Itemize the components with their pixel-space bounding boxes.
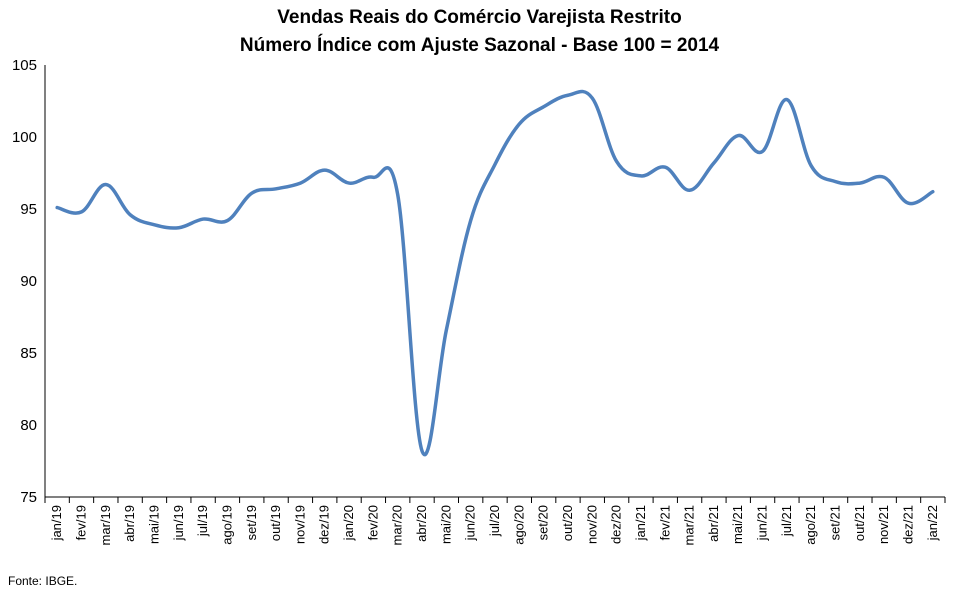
data-point [834, 180, 838, 184]
x-tick-label: jul/19 [195, 505, 210, 537]
x-tick-label: abr/19 [122, 505, 137, 542]
x-tick-label: fev/20 [365, 505, 380, 540]
x-tick-label: set/20 [536, 505, 551, 540]
data-point [858, 181, 862, 185]
data-point [785, 98, 789, 102]
x-tick-label: dez/21 [900, 505, 915, 544]
x-tick-label: jul/20 [487, 505, 502, 537]
x-tick-label: mai/20 [438, 505, 453, 544]
y-tick-label: 90 [20, 273, 37, 290]
data-point [517, 122, 521, 126]
data-point [201, 217, 205, 221]
data-point [882, 175, 886, 179]
x-tick-label: dez/19 [317, 505, 332, 544]
data-point [420, 449, 424, 453]
data-point [225, 219, 229, 223]
x-tick-label: abr/20 [414, 505, 429, 542]
data-point [104, 183, 108, 187]
x-tick-label: jul/21 [779, 505, 794, 537]
data-point [177, 226, 181, 230]
x-tick-label: jan/21 [633, 505, 648, 541]
x-tick-label: nov/19 [292, 505, 307, 544]
source-note: Fonte: IBGE. [8, 574, 78, 588]
data-point [469, 219, 473, 223]
data-point [615, 159, 619, 163]
data-point [444, 328, 448, 332]
y-tick-label: 100 [12, 129, 37, 146]
data-point [493, 162, 497, 166]
data-point [323, 168, 327, 172]
x-tick-label: jan/19 [49, 505, 64, 541]
x-tick-label: set/19 [244, 505, 259, 540]
data-point [542, 105, 546, 109]
x-tick-label: mar/21 [682, 505, 697, 545]
data-point [663, 165, 667, 169]
x-tick-label: fev/19 [74, 505, 89, 540]
data-point [688, 188, 692, 192]
data-point [152, 223, 156, 227]
x-tick-label: abr/21 [706, 505, 721, 542]
data-point [347, 181, 351, 185]
y-tick-label: 95 [20, 201, 37, 218]
x-tick-label: out/20 [560, 505, 575, 541]
data-point [274, 187, 278, 191]
x-tick-label: set/21 [828, 505, 843, 540]
y-tick-label: 105 [12, 57, 37, 74]
y-tick-label: 80 [20, 417, 37, 434]
chart-subtitle: Número Índice com Ajuste Sazonal - Base … [239, 35, 720, 56]
x-tick-label: ago/19 [219, 505, 234, 545]
x-tick-label: mai/21 [730, 505, 745, 544]
data-point [250, 191, 254, 195]
x-tick-label: jun/21 [755, 505, 770, 541]
series [55, 89, 935, 456]
y-axis: 75 80 85 90 95 100 105 [12, 57, 46, 506]
data-point [298, 181, 302, 185]
data-point [906, 201, 910, 205]
data-point [128, 213, 132, 217]
data-point [371, 175, 375, 179]
x-tick-label: out/21 [852, 505, 867, 541]
data-point [736, 134, 740, 138]
x-tick-label: jan/22 [925, 505, 940, 541]
data-point [55, 206, 59, 210]
data-point [566, 93, 570, 97]
series-line [55, 89, 935, 456]
x-tick-label: mar/20 [390, 505, 405, 545]
x-tick-label: out/19 [268, 505, 283, 541]
x-tick-label: jun/19 [171, 505, 186, 541]
x-tick-label: nov/21 [876, 505, 891, 544]
data-point [931, 190, 935, 194]
data-point [639, 174, 643, 178]
x-tick-label: ago/21 [803, 505, 818, 545]
chart-title: Vendas Reais do Comércio Varejista Restr… [277, 7, 682, 28]
data-point [761, 149, 765, 153]
x-tick-label: ago/20 [511, 505, 526, 545]
data-point [809, 164, 813, 168]
x-tick-label: dez/20 [609, 505, 624, 544]
x-tick-label: jan/20 [341, 505, 356, 541]
y-tick-label: 85 [20, 345, 37, 362]
x-tick-label: fev/21 [657, 505, 672, 540]
x-tick-label: nov/20 [584, 505, 599, 544]
x-tick-label: mar/19 [98, 505, 113, 545]
data-point [712, 161, 716, 165]
y-tick-label: 75 [20, 489, 37, 506]
x-tick-label: mai/19 [146, 505, 161, 544]
x-tick-label: jun/20 [463, 505, 478, 541]
x-axis: jan/19 fev/19 mar/19 abr/19 mai/19 jun/19 jul/… [44, 496, 946, 545]
data-point [396, 193, 400, 197]
data-point [80, 210, 84, 214]
data-point [590, 96, 594, 100]
